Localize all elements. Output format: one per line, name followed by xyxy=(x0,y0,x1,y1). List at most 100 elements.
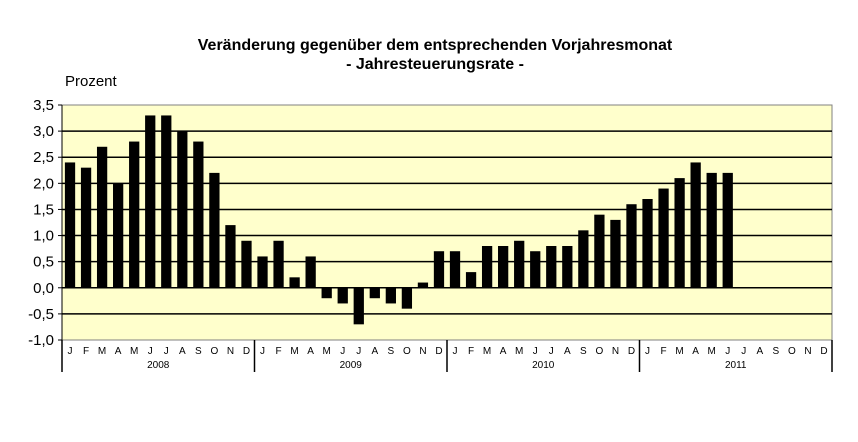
chart-subtitle: - Jahresteuerungsrate - xyxy=(346,56,524,73)
bar xyxy=(96,146,108,288)
x-tick-label: J xyxy=(148,346,153,357)
x-tick-label: J xyxy=(164,346,169,357)
y-tick-label: -1,0 xyxy=(28,332,54,349)
x-tick-label: O xyxy=(596,346,604,357)
bar xyxy=(722,172,733,288)
x-tick-label: M xyxy=(130,346,138,357)
y-tick-label: 0,5 xyxy=(33,254,54,271)
x-tick-label: S xyxy=(773,346,780,357)
plot-area xyxy=(61,104,833,341)
chart-title: Veränderung gegenüber dem entsprechenden… xyxy=(198,37,673,54)
bar xyxy=(498,246,509,288)
year-label: 2011 xyxy=(725,360,747,371)
bar xyxy=(562,246,573,288)
bar xyxy=(385,287,396,304)
bar xyxy=(401,287,413,309)
x-tick-label: F xyxy=(468,346,474,357)
y-tick-label: 0,0 xyxy=(33,280,54,297)
x-tick-label: N xyxy=(227,346,234,357)
x-tick-label: F xyxy=(661,346,667,357)
y-tick-label: 1,0 xyxy=(33,228,54,245)
x-tick-label: J xyxy=(356,346,361,357)
x-tick-label: S xyxy=(580,346,587,357)
bar xyxy=(64,162,76,288)
bar xyxy=(113,183,124,288)
x-tick-label: D xyxy=(820,346,827,357)
bar xyxy=(674,178,685,288)
x-tick-label: J xyxy=(260,346,265,357)
x-tick-label: A xyxy=(692,346,699,357)
bar xyxy=(145,115,156,288)
x-tick-label: F xyxy=(83,346,89,357)
x-tick-label: N xyxy=(612,346,619,357)
bar xyxy=(594,214,605,288)
bar xyxy=(626,204,637,288)
x-tick-label: S xyxy=(195,346,202,357)
x-tick-label: J xyxy=(741,346,746,357)
y-tick-label: -0,5 xyxy=(28,306,54,323)
x-tick-label: M xyxy=(483,346,491,357)
x-tick-label: M xyxy=(98,346,106,357)
x-tick-label: A xyxy=(179,346,186,357)
x-tick-label: O xyxy=(211,346,219,357)
y-tick-label: 2,5 xyxy=(33,149,54,166)
x-tick-label: A xyxy=(756,346,763,357)
x-tick-label: A xyxy=(371,346,378,357)
x-tick-label: S xyxy=(388,346,395,357)
x-tick-label: O xyxy=(403,346,411,357)
y-tick-label: 3,0 xyxy=(33,123,54,140)
x-tick-label: J xyxy=(725,346,730,357)
x-tick-label: M xyxy=(290,346,298,357)
x-tick-label: A xyxy=(564,346,571,357)
year-label: 2009 xyxy=(340,360,363,371)
bar xyxy=(129,141,140,288)
bar xyxy=(209,172,220,288)
bar xyxy=(321,287,332,299)
bar xyxy=(353,287,364,325)
bar xyxy=(241,240,252,288)
bar xyxy=(337,287,348,304)
x-tick-label: M xyxy=(675,346,683,357)
bar xyxy=(449,251,461,288)
bar xyxy=(369,287,380,299)
y-tick-label: 3,5 xyxy=(33,97,54,114)
bar xyxy=(257,256,268,288)
x-tick-label: J xyxy=(549,346,554,357)
x-tick-label: J xyxy=(533,346,538,357)
bar xyxy=(578,230,589,288)
y-tick-label: 1,5 xyxy=(33,201,54,218)
x-tick-label: A xyxy=(307,346,314,357)
bar xyxy=(706,172,717,288)
bar xyxy=(177,131,188,288)
x-tick-label: F xyxy=(276,346,282,357)
bar xyxy=(546,246,557,288)
bar xyxy=(530,251,541,288)
x-tick-label: A xyxy=(115,346,122,357)
x-tick-label: N xyxy=(419,346,426,357)
bar xyxy=(305,256,316,288)
x-tick-label: D xyxy=(243,346,250,357)
bar xyxy=(690,162,701,288)
x-tick-label: M xyxy=(515,346,523,357)
bar xyxy=(481,246,493,288)
y-axis-label: Prozent xyxy=(65,73,118,90)
bar xyxy=(161,115,172,288)
bar xyxy=(273,240,284,288)
x-tick-label: J xyxy=(645,346,650,357)
bar xyxy=(433,251,445,288)
x-tick-label: D xyxy=(435,346,442,357)
x-tick-label: D xyxy=(628,346,635,357)
x-tick-label: M xyxy=(323,346,331,357)
year-label: 2008 xyxy=(147,360,170,371)
bar xyxy=(465,272,477,288)
x-tick-label: J xyxy=(340,346,345,357)
year-label: 2010 xyxy=(532,360,555,371)
bar xyxy=(80,167,92,288)
x-tick-label: J xyxy=(68,346,73,357)
bar xyxy=(658,188,669,288)
bar xyxy=(289,277,300,288)
bar xyxy=(514,240,525,288)
bar xyxy=(225,225,236,288)
x-tick-label: A xyxy=(500,346,507,357)
